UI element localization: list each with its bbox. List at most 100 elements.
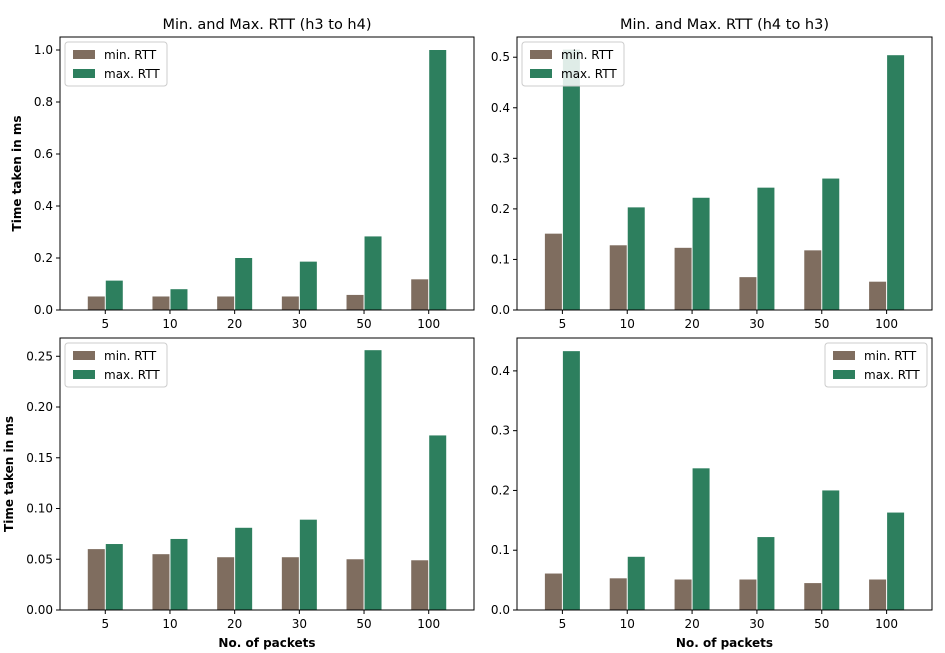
max-rtt-bar-20 [235,527,253,610]
x-tick-label: 30 [749,317,764,331]
max-rtt-bar-100 [887,55,905,311]
x-tick-label: 50 [814,317,829,331]
chart-panel-2: 5 10 20 30 50 100 0.0 0.1 0.2 0.3 0.4 0.5 Min. and M… [491,17,933,331]
legend-swatch [530,69,552,78]
x-tick-label: 10 [162,617,177,631]
min-rtt-bar-100 [411,279,429,310]
x-axis-label: No. of packets [676,636,773,650]
x-tick-label: 100 [417,317,440,331]
min-rtt-bar-10 [152,554,170,610]
x-tick-label: 30 [292,317,307,331]
x-tick-label: 20 [227,617,242,631]
max-rtt-bar-30 [299,519,317,610]
max-rtt-bar-30 [299,261,317,310]
y-tick-label: 0.6 [34,147,53,161]
min-rtt-bar-30 [739,277,757,310]
x-tick-label: 100 [875,317,898,331]
plot-frame [516,36,933,311]
y-tick-label: 0.20 [26,400,53,414]
legend: min. RTT max. RTT [824,342,928,388]
max-rtt-bar-10 [170,538,188,610]
y-tick-label: 0.0 [491,603,510,617]
y-tick-label: 0.05 [26,552,53,566]
max-rtt-bar-5 [105,280,123,310]
min-rtt-bar-20 [217,296,235,310]
max-rtt-bar-100 [429,435,447,610]
y-tick-label: 0.0 [491,303,510,317]
min-rtt-bar-50 [804,583,822,610]
chart-panel-4: 5 10 20 30 50 100 0.0 0.1 0.2 0.3 0.4 No. of packet… [491,337,933,650]
x-tick-label: 100 [875,617,898,631]
legend-label: min. RTT [864,349,917,363]
min-rtt-bar-50 [804,250,822,310]
plot-frame [59,337,475,611]
y-axis-label: Time taken in ms [10,116,24,232]
x-tick-label: 10 [162,317,177,331]
min-rtt-bar-20 [674,579,692,610]
min-rtt-bar-20 [217,557,235,610]
y-tick-label: 0.10 [26,502,53,516]
y-tick-label: 0.8 [34,95,53,109]
y-tick-label: 0.25 [26,349,53,363]
legend-swatch [833,351,855,360]
x-axis-label: No. of packets [218,636,315,650]
max-rtt-bar-30 [757,537,775,610]
y-tick-label: 0.4 [491,364,510,378]
max-rtt-bar-100 [429,50,447,310]
max-rtt-bar-10 [627,207,645,310]
x-tick-label: 10 [620,317,635,331]
max-rtt-bar-5 [562,49,580,311]
legend: min. RTT max. RTT [521,41,625,87]
legend: min. RTT max. RTT [64,41,168,87]
min-rtt-bar-5 [544,573,562,610]
chart-panel-1: 5 10 20 30 50 100 0.0 0.2 0.4 0.6 0.8 1.0 Min. and M… [10,17,475,331]
min-rtt-bar-10 [152,296,170,310]
max-rtt-bar-10 [627,556,645,610]
min-rtt-bar-30 [281,557,299,610]
min-rtt-bar-10 [609,578,627,610]
min-rtt-bar-30 [739,579,757,610]
max-rtt-bar-30 [757,187,775,310]
min-rtt-bar-50 [346,559,364,610]
x-tick-label: 10 [620,617,635,631]
min-rtt-bar-5 [87,549,105,610]
y-tick-label: 0.4 [34,199,53,213]
legend-label: max. RTT [104,368,160,382]
chart-panel-3: 5 10 20 30 50 100 0.00 0.05 0.10 0.15 0.20 0.25 No. … [2,337,475,650]
y-tick-label: 0.3 [491,424,510,438]
x-tick-label: 5 [559,317,567,331]
legend-label: min. RTT [104,349,157,363]
max-rtt-bar-50 [822,490,840,610]
legend-swatch [833,370,855,379]
legend-swatch [73,351,95,360]
x-tick-label: 50 [356,317,371,331]
x-tick-label: 5 [101,617,109,631]
y-tick-label: 1.0 [34,43,53,57]
max-rtt-bar-50 [822,178,840,310]
legend-swatch [73,370,95,379]
x-tick-label: 5 [559,617,567,631]
min-rtt-bar-5 [87,296,105,310]
plot-frame [59,36,475,311]
x-tick-label: 20 [227,317,242,331]
legend-label: max. RTT [104,67,160,81]
x-tick-label: 30 [749,617,764,631]
legend-label: max. RTT [561,67,617,81]
min-rtt-bar-100 [411,560,429,610]
x-tick-label: 5 [101,317,109,331]
y-tick-label: 0.2 [491,483,510,497]
legend-swatch [73,50,95,59]
y-tick-label: 0.2 [491,202,510,216]
x-tick-label: 100 [417,617,440,631]
max-rtt-bar-50 [364,350,382,610]
x-tick-label: 20 [684,317,699,331]
max-rtt-bar-5 [105,544,123,610]
max-rtt-bar-5 [562,351,580,610]
x-tick-label: 30 [292,617,307,631]
y-tick-label: 0.1 [491,252,510,266]
min-rtt-bar-50 [346,294,364,310]
x-tick-label: 50 [356,617,371,631]
min-rtt-bar-5 [544,233,562,310]
y-tick-label: 0.00 [26,603,53,617]
